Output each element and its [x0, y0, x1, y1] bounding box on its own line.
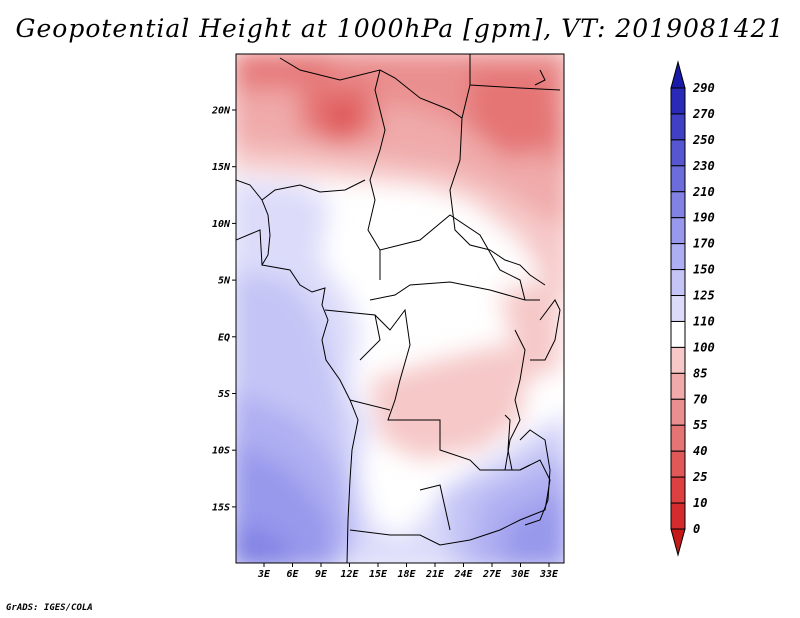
colorbar-label: 170 [693, 237, 715, 251]
lon-tick-label: 6E [286, 569, 299, 580]
colorbar-label: 230 [692, 159, 715, 173]
colorbar-label: 55 [693, 418, 707, 432]
lat-tick-label: 20N [211, 106, 231, 117]
colorbar-label: 100 [693, 340, 715, 354]
colorbar-segment [670, 476, 686, 504]
lon-tick-label: 18E [397, 569, 416, 580]
lon-tick-label: 3E [257, 569, 271, 580]
colorbar-segment [670, 450, 686, 478]
colorbar-segment [670, 320, 686, 348]
chart-title: Geopotential Height at 1000hPa [gpm], VT… [15, 14, 785, 43]
lon-tick-label: 33E [539, 569, 559, 580]
colorbar-segment [670, 243, 686, 271]
colorbar-bottom-arrow [670, 528, 686, 557]
colorbar-segment [670, 346, 686, 374]
colorbar-label: 25 [692, 470, 707, 484]
colorbar-segment [670, 217, 686, 245]
lon-tick-label: 21E [425, 569, 445, 580]
lat-tick-label: 5S [218, 389, 230, 400]
colorbar-segment [670, 165, 686, 193]
colorbar-label: 270 [692, 107, 715, 121]
colorbar-segment [670, 191, 686, 219]
colorbar-top-arrow [670, 60, 686, 89]
colorbar-label: 40 [693, 444, 707, 458]
colorbar-segment [670, 295, 686, 322]
colorbar-label: 85 [693, 366, 707, 380]
lat-tick-label: 15S [212, 502, 230, 513]
lon-tick-label: 15E [369, 569, 388, 580]
colorbar-segment [670, 113, 686, 141]
longitude-axis: 3E 6E 9E 12E 15E 18E 21E 24E 27E 30E 33E [257, 563, 559, 580]
lat-tick-label: EQ [218, 332, 230, 343]
colorbar-label: 125 [693, 289, 715, 303]
lon-tick-label: 12E [340, 569, 359, 580]
geopotential-field [236, 54, 564, 563]
colorbar-segment [670, 372, 686, 400]
map-frame [235, 53, 565, 564]
colorbar-label: 210 [692, 185, 715, 199]
lat-tick-label: 15N [212, 162, 231, 173]
colorbar-segment [670, 424, 686, 452]
colorbar-label: 0 [693, 522, 700, 536]
colorbar-segment [670, 398, 686, 426]
lon-tick-label: 27E [482, 569, 502, 580]
colorbar: 2902702502302101901701501251101008570554… [670, 60, 715, 557]
colorbar-label: 190 [693, 211, 715, 225]
colorbar-segment [670, 502, 686, 530]
colorbar-label: 110 [693, 314, 715, 328]
colorbar-segment [670, 269, 686, 297]
latitude-axis: 20N 15N 10N 5N EQ 5S 10S 15S [211, 106, 236, 513]
colorbar-label: 10 [693, 496, 707, 510]
colorbar-label: 70 [693, 392, 707, 406]
colorbar-label: 290 [692, 81, 715, 95]
lon-tick-label: 24E [453, 569, 473, 580]
lon-tick-label: 30E [510, 569, 530, 580]
colorbar-segment [670, 87, 686, 115]
footer-credit: GrADS: IGES/COLA [6, 603, 93, 613]
colorbar-segment [670, 139, 686, 167]
colorbar-label: 250 [692, 133, 715, 147]
colorbar-label: 150 [693, 263, 715, 277]
lon-tick-label: 9E [315, 569, 328, 580]
lat-tick-label: 10N [212, 219, 231, 230]
lat-tick-label: 5N [218, 276, 231, 287]
lat-tick-label: 10S [212, 446, 230, 457]
